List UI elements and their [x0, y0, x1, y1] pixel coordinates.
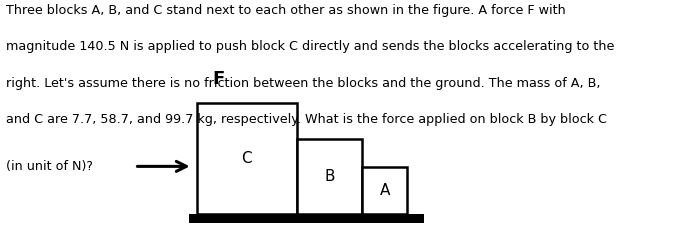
- Text: A: A: [380, 183, 390, 198]
- Text: right. Let's assume there is no friction between the blocks and the ground. The : right. Let's assume there is no friction…: [6, 77, 600, 90]
- Bar: [362, 167, 407, 214]
- Text: magnitude 140.5 N is applied to push block C directly and sends the blocks accel: magnitude 140.5 N is applied to push blo…: [6, 40, 614, 53]
- Bar: [189, 214, 424, 223]
- Text: F: F: [212, 70, 224, 88]
- Text: B: B: [324, 169, 335, 184]
- Text: and C are 7.7, 58.7, and 99.7 kg, respectively. What is the force applied on blo: and C are 7.7, 58.7, and 99.7 kg, respec…: [6, 113, 607, 126]
- Bar: [197, 103, 297, 214]
- Bar: [297, 139, 362, 214]
- Text: Three blocks A, B, and C stand next to each other as shown in the figure. A forc: Three blocks A, B, and C stand next to e…: [6, 4, 565, 17]
- Text: C: C: [241, 151, 252, 166]
- Text: (in unit of N)?: (in unit of N)?: [6, 160, 92, 173]
